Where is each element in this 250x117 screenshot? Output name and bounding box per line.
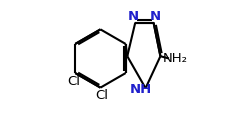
Text: Cl: Cl (68, 75, 80, 88)
Text: NH₂: NH₂ (163, 52, 188, 65)
Text: Cl: Cl (95, 89, 108, 102)
Text: NH: NH (129, 83, 152, 96)
Text: N: N (150, 10, 161, 23)
Text: N: N (128, 10, 139, 23)
